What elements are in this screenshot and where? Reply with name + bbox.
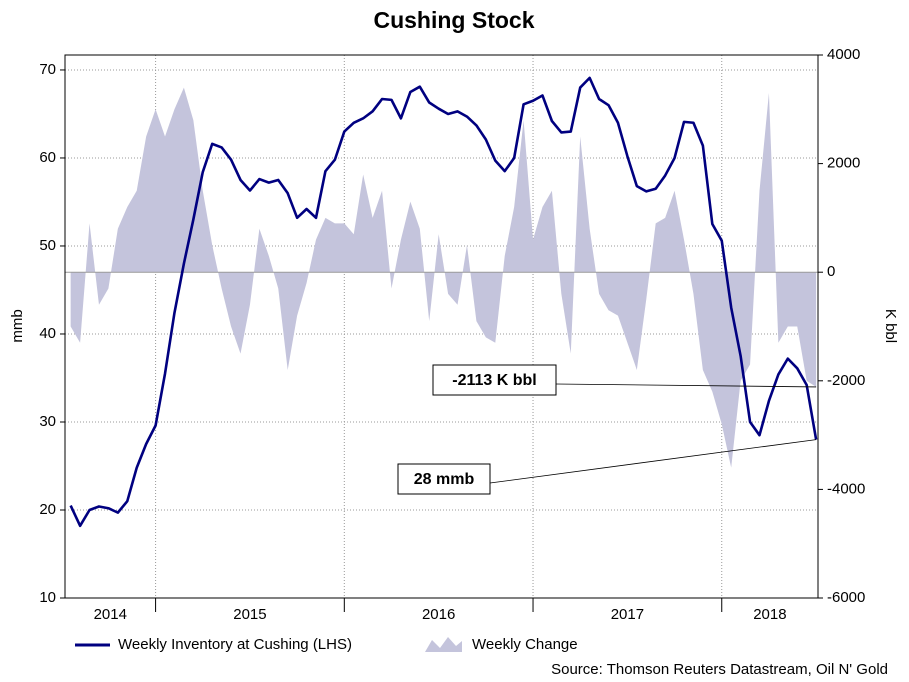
legend-label: Weekly Change (472, 636, 578, 653)
y-axis-label: mmb (9, 309, 26, 342)
annotation: 28 mmb (414, 471, 475, 488)
x-tick-label: 2014 (94, 606, 127, 623)
x-tick-label: 2017 (611, 606, 644, 623)
annotation-line (489, 439, 817, 484)
annotation-line (555, 383, 817, 388)
y-tick-label: 10 (39, 589, 56, 606)
x-tick-label: 2016 (422, 606, 455, 623)
legend-label: Weekly Inventory at Cushing (LHS) (118, 636, 352, 653)
y-tick-label: 70 (39, 61, 56, 78)
y2-tick-label: 4000 (827, 46, 860, 63)
y2-tick-label: 0 (827, 263, 835, 280)
y2-tick-label: -6000 (827, 589, 865, 606)
y2-axis-label: K bbl (882, 309, 899, 343)
line (69, 76, 818, 528)
x-tick-label: 2018 (753, 606, 786, 623)
source-note: Source: Thomson Reuters Datastream, Oil … (551, 661, 888, 678)
legend-area (425, 637, 462, 652)
y2-tick-label: -2000 (827, 372, 865, 389)
y2-tick-label: -4000 (827, 480, 865, 497)
y-tick-label: 50 (39, 237, 56, 254)
x-tick-label: 2015 (233, 606, 266, 623)
annotation-box (397, 463, 491, 495)
annotation: -2113 K bbl (452, 372, 536, 389)
y-tick-label: 30 (39, 413, 56, 430)
plot-frame (64, 54, 819, 599)
annotation-box (432, 364, 557, 396)
y2-tick-label: 2000 (827, 155, 860, 172)
y-tick-label: 40 (39, 325, 56, 342)
chart-title: Cushing Stock (373, 7, 534, 33)
y-tick-label: 20 (39, 501, 56, 518)
y-tick-label: 60 (39, 149, 56, 166)
area (70, 87, 817, 468)
